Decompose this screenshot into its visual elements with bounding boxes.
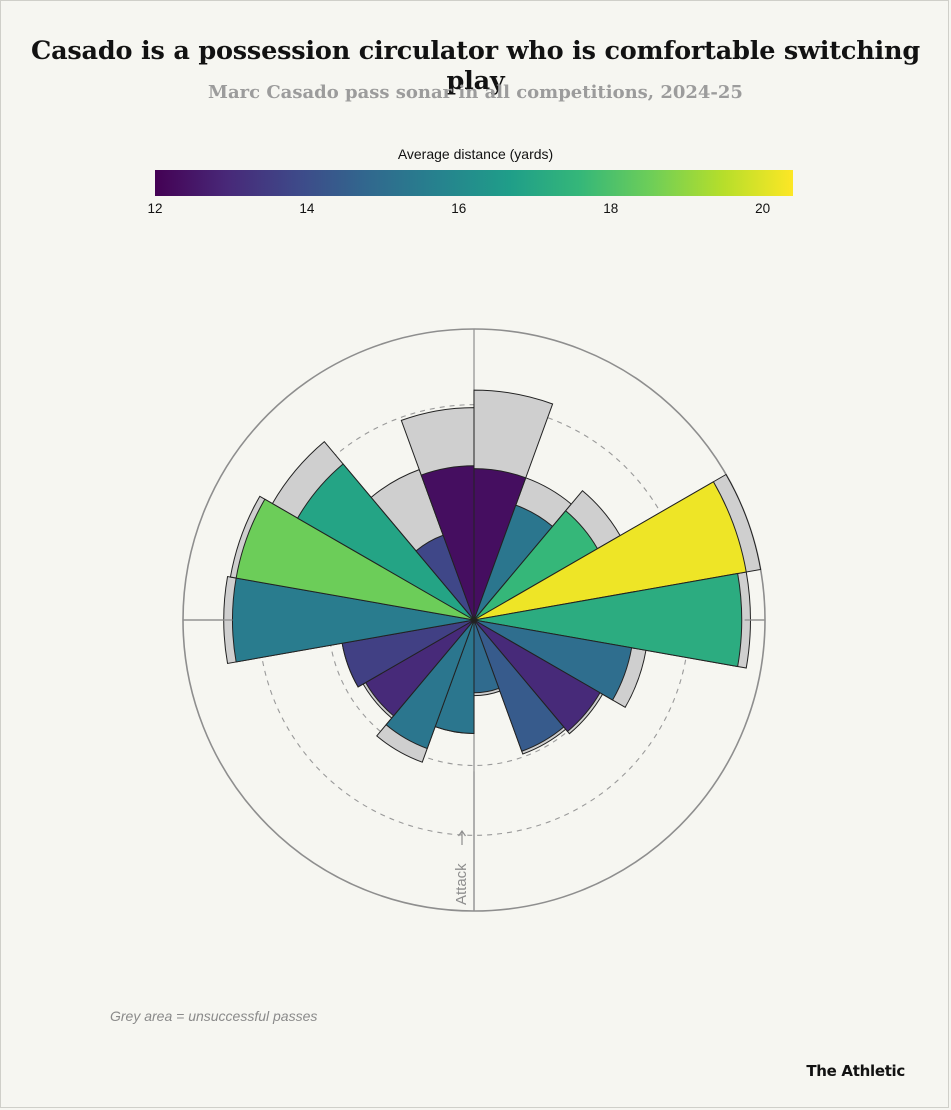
chart-title: Casado is a possession circulator who is… <box>30 36 920 96</box>
colorbar-tick-16: 16 <box>451 201 467 216</box>
pass-sonar-chart: Attack <box>182 328 766 912</box>
colorbar-title: Average distance (yards) <box>397 146 554 162</box>
successful-wedge-4 <box>473 572 743 668</box>
successful-wedge-5 <box>473 619 633 701</box>
successful-wedge-6 <box>473 619 601 733</box>
colorbar-tick-20: 20 <box>755 201 771 216</box>
chart-subtitle: Marc Casado pass sonar in all competitio… <box>208 82 743 103</box>
colorbar-tick-18: 18 <box>603 201 619 216</box>
attack-label: Attack <box>453 863 470 905</box>
successful-wedge-17 <box>420 465 475 621</box>
successful-wedge-7 <box>473 619 565 752</box>
brand-logo: The Athletic <box>806 1062 905 1080</box>
successful-wedge-3 <box>473 481 747 621</box>
colorbar-tick-12: 12 <box>147 201 163 216</box>
successful-wedge-10 <box>385 619 475 750</box>
successful-wedge-14 <box>235 498 475 621</box>
colorbar-gradient <box>155 170 793 196</box>
attack-arrow-icon <box>458 829 466 837</box>
footnote: Grey area = unsuccessful passes <box>110 1008 318 1024</box>
successful-wedge-15 <box>296 463 475 621</box>
colorbar-tick-14: 14 <box>299 201 315 216</box>
